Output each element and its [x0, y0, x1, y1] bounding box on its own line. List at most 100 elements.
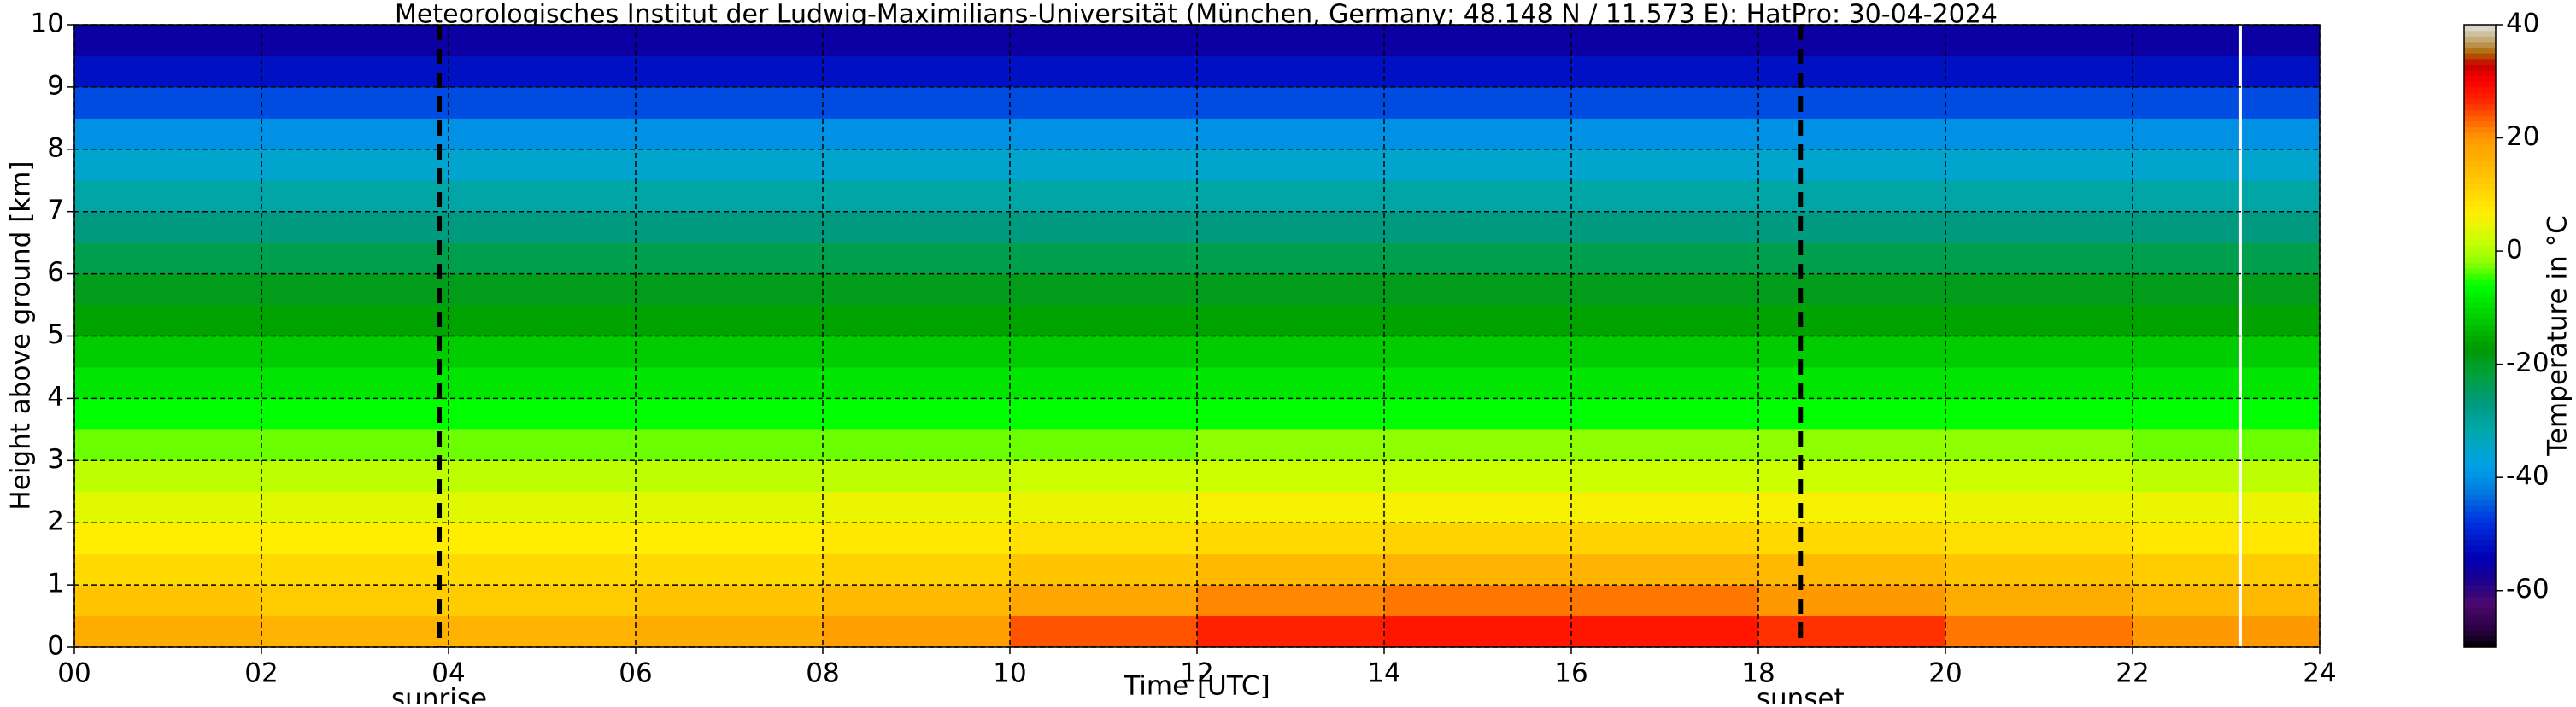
heatmap-cell	[2133, 305, 2321, 336]
colorbar-step	[2464, 465, 2496, 473]
heatmap-cell	[1571, 25, 1759, 56]
heatmap-cell	[1197, 523, 1385, 555]
heatmap-cell	[823, 429, 1011, 461]
heatmap-cell	[1945, 460, 2133, 493]
colorbar-step	[2464, 53, 2496, 60]
colorbar-frame	[2463, 24, 2497, 648]
y-tick-label: 2	[47, 506, 64, 537]
heatmap-cell	[2133, 86, 2321, 119]
heatmap-cell	[74, 86, 262, 119]
colorbar-step	[2464, 409, 2496, 416]
heatmap-cell	[261, 25, 449, 56]
heatmap-cell	[823, 118, 1011, 150]
heatmap-cell	[261, 553, 449, 586]
x-tick-label: 16	[1554, 657, 1587, 688]
colorbar-step	[2464, 155, 2496, 161]
heatmap-cell	[1384, 56, 1572, 88]
y-tick-label: 6	[47, 257, 64, 288]
heatmap-cell	[1945, 429, 2133, 461]
colorbar-step	[2464, 284, 2496, 292]
heatmap-cell	[1571, 429, 1759, 461]
heatmap-cell	[1010, 118, 1198, 150]
heatmap-cell	[261, 273, 449, 306]
plot-frame	[73, 24, 2321, 648]
heatmap-cell	[1758, 25, 1946, 56]
annotation-label: sunrise	[391, 683, 487, 704]
heatmap-cell	[1945, 25, 2133, 56]
colorbar-step	[2464, 47, 2496, 54]
colorbar-tick-label: -40	[2506, 461, 2550, 492]
heatmap-cell	[1384, 366, 1572, 399]
heatmap-cell	[1571, 242, 1759, 275]
heatmap-cell	[1758, 273, 1946, 306]
heatmap-cell	[636, 398, 824, 430]
heatmap-cell	[823, 149, 1011, 181]
heatmap-cell	[449, 273, 637, 306]
colorbar-step	[2464, 590, 2496, 597]
colorbar-step	[2464, 415, 2496, 422]
colorbar-step	[2464, 398, 2496, 405]
colorbar-step	[2464, 482, 2496, 490]
y-tick-label: 7	[47, 195, 64, 225]
heatmap-cell	[261, 366, 449, 399]
colorbar-step	[2464, 545, 2496, 552]
colorbar-step	[2464, 601, 2496, 609]
heatmap-cell	[1758, 242, 1946, 275]
heatmap-cell	[449, 398, 637, 430]
heatmap-cell	[2133, 523, 2321, 555]
heatmap-cell	[1945, 149, 2133, 181]
colorbar-step	[2464, 370, 2496, 377]
heatmap-cell	[449, 336, 637, 368]
colorbar-step	[2464, 573, 2496, 581]
heatmap-cell	[2133, 398, 2321, 430]
colorbar-step	[2464, 596, 2496, 603]
heatmap-cell	[74, 585, 262, 617]
heatmap-cell	[449, 180, 637, 213]
heatmap-cell	[1945, 336, 2133, 368]
colorbar-step	[2464, 120, 2496, 127]
heatmap-cell	[1758, 616, 1946, 648]
colorbar-step	[2464, 324, 2496, 331]
heatmap-cell	[823, 336, 1011, 368]
heatmap-cell	[449, 25, 637, 56]
heatmap-cell	[261, 398, 449, 430]
heatmap-cell	[74, 305, 262, 336]
heatmap-cell	[1010, 523, 1198, 555]
heatmap-cell	[1197, 273, 1385, 306]
heatmap-cell	[1945, 366, 2133, 399]
heatmap-cell	[823, 242, 1011, 275]
heatmap-cell	[261, 149, 449, 181]
colorbar-step	[2464, 228, 2496, 235]
colorbar-step	[2464, 562, 2496, 569]
colorbar-step	[2464, 387, 2496, 394]
colorbar-step	[2464, 392, 2496, 399]
y-tick-label: 4	[47, 382, 64, 412]
heatmap-cell	[74, 366, 262, 399]
heatmap-cell	[1384, 553, 1572, 586]
heatmap-cell	[449, 86, 637, 119]
heatmap-cell	[636, 305, 824, 336]
heatmap-cell	[1384, 429, 1572, 461]
heatmap-cell	[1010, 86, 1198, 119]
heatmap-cell	[74, 523, 262, 555]
colorbar-step	[2464, 239, 2496, 247]
heatmap-cell	[636, 56, 824, 88]
heatmap-cell	[1945, 273, 2133, 306]
heatmap-cell	[1571, 273, 1759, 306]
heatmap-cell	[449, 585, 637, 617]
heatmap-cell	[1571, 180, 1759, 213]
heatmap-cell	[1384, 86, 1572, 119]
heatmap-cell	[1384, 523, 1572, 555]
heatmap-cell	[1384, 616, 1572, 648]
heatmap-cell	[1758, 149, 1946, 181]
colorbar-step	[2464, 534, 2496, 540]
annotation-label: sunset	[1757, 683, 1845, 704]
colorbar-step	[2464, 511, 2496, 518]
heatmap-cell	[1384, 336, 1572, 368]
heatmap-cell	[636, 523, 824, 555]
x-tick-label: 04	[431, 657, 465, 688]
colorbar-step	[2464, 149, 2496, 156]
colorbar-label: Temperature in °C	[2543, 215, 2573, 456]
x-tick-label: 12	[1180, 657, 1213, 688]
heatmap-cell	[1571, 585, 1759, 617]
